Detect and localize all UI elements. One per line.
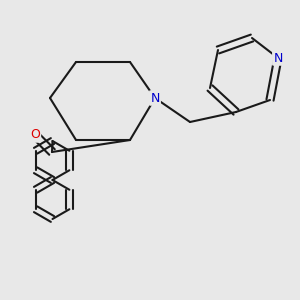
Text: O: O <box>30 128 40 142</box>
Text: N: N <box>150 92 160 104</box>
Text: N: N <box>273 52 283 64</box>
